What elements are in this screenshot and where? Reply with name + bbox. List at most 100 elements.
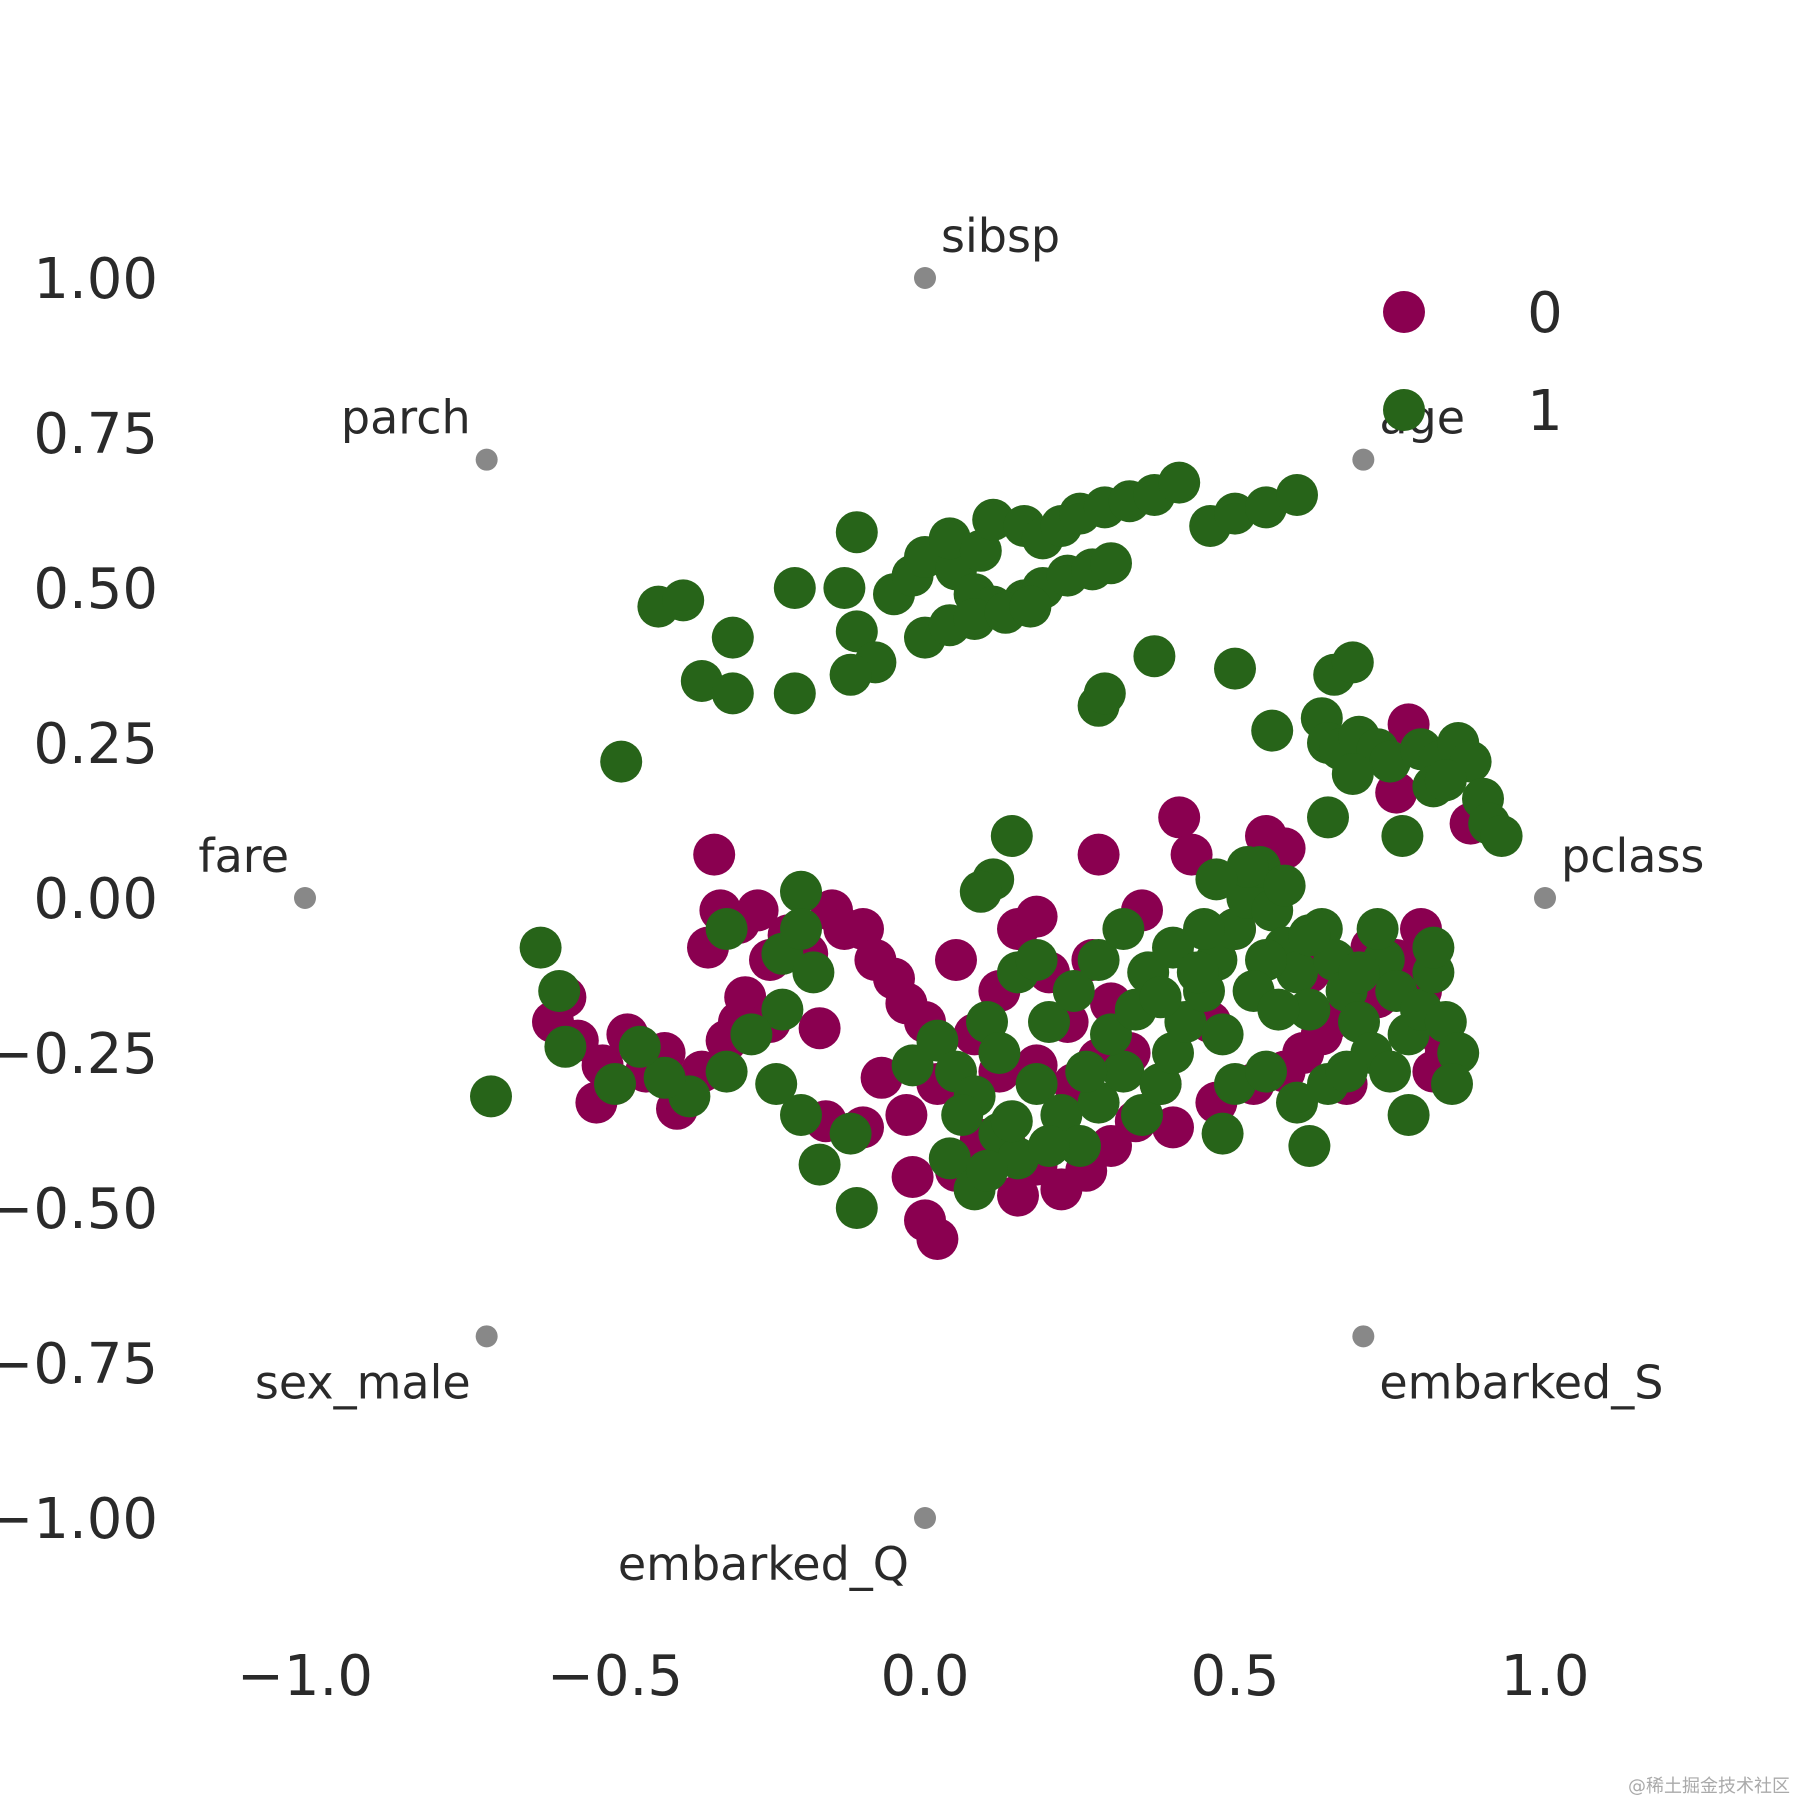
data-point-class-1: [711, 616, 754, 659]
data-point-class-1: [1139, 976, 1182, 1019]
data-point-class-1: [755, 1063, 798, 1105]
data-point-class-1: [1480, 815, 1523, 857]
data-point-class-1: [1276, 1081, 1318, 1124]
data-point-class-1: [705, 1050, 748, 1093]
data-point-class-1: [618, 1025, 661, 1068]
watermark: @稀土掘金技术社区: [1628, 1776, 1790, 1797]
data-point-class-1: [1251, 709, 1294, 752]
data-point-class-0: [916, 1218, 959, 1260]
data-point-class-1: [1288, 1125, 1331, 1167]
anchor-label: sibsp: [941, 209, 1060, 263]
data-point-class-1: [470, 1075, 512, 1118]
data-point-class-1: [594, 1063, 636, 1105]
data-point-class-1: [780, 908, 822, 950]
data-point-class-1: [835, 610, 878, 653]
anchor-point: [294, 887, 316, 909]
data-point-class-1: [1059, 1125, 1101, 1167]
data-point-class-1: [1077, 939, 1120, 981]
data-point-class-1: [835, 1187, 878, 1229]
data-point-class-1: [1201, 1112, 1244, 1155]
data-point-class-1: [792, 951, 835, 994]
data-point-class-0: [997, 1174, 1039, 1217]
data-point-class-1: [600, 740, 643, 783]
data-point-class-0: [1015, 895, 1058, 938]
y-tick-label: 0.75: [33, 402, 158, 467]
anchor-point: [914, 267, 936, 289]
anchor-point: [475, 1325, 498, 1348]
data-point-class-1: [1052, 970, 1095, 1012]
data-point-class-1: [1183, 908, 1225, 950]
anchor-label: sex_male: [255, 1355, 471, 1409]
data-point-class-1: [823, 567, 866, 609]
data-point-class-1: [916, 1019, 959, 1062]
data-point-class-1: [780, 870, 822, 913]
data-point-class-1: [1065, 1050, 1108, 1093]
anchor-label: fare: [198, 829, 289, 883]
data-point-class-1: [1257, 988, 1300, 1031]
data-point-class-1: [1121, 1094, 1163, 1136]
data-point-class-1: [1412, 926, 1455, 969]
data-point-class-1: [1369, 1050, 1411, 1093]
data-point-class-1: [829, 1112, 872, 1155]
data-point-class-1: [1102, 908, 1145, 950]
data-point-class-1: [1288, 914, 1331, 957]
x-tick-label: 0.5: [1190, 1644, 1279, 1709]
data-point-class-1: [1090, 542, 1132, 585]
data-point-class-1: [1201, 1013, 1244, 1056]
anchor-label: embarked_Q: [618, 1537, 909, 1591]
data-point-class-0: [1158, 796, 1201, 839]
data-point-class-0: [798, 1007, 841, 1050]
legend-label: 1: [1527, 379, 1563, 444]
data-point-class-0: [935, 939, 977, 981]
anchor-point: [1352, 1325, 1375, 1348]
data-point-class-1: [959, 870, 1002, 913]
data-point-class-1: [1288, 988, 1331, 1031]
data-point-class-1: [1133, 635, 1176, 678]
data-point-class-1: [1015, 1063, 1058, 1105]
data-point-class-1: [780, 1094, 822, 1136]
y-tick-label: −0.50: [0, 1177, 158, 1242]
data-point-class-1: [928, 1137, 971, 1180]
data-point-class-0: [885, 1094, 928, 1136]
data-point-class-1: [1245, 1050, 1287, 1093]
data-point-class-1: [519, 926, 562, 969]
data-point-class-1: [544, 1025, 587, 1068]
y-tick-label: −0.75: [0, 1332, 158, 1397]
data-point-class-1: [1387, 1094, 1430, 1136]
data-point-class-0: [693, 833, 736, 876]
data-point-class-1: [1331, 641, 1374, 684]
anchor-label: parch: [341, 391, 471, 445]
data-point-class-1: [1028, 1125, 1070, 1167]
data-point-class-1: [538, 970, 581, 1012]
data-point-class-1: [711, 672, 754, 715]
data-point-class-1: [643, 1056, 686, 1099]
data-point-class-1: [829, 653, 872, 696]
x-tick-label: −0.5: [547, 1644, 683, 1709]
anchor-point: [475, 448, 498, 471]
data-point-class-1: [1331, 753, 1374, 795]
y-tick-label: −1.00: [0, 1487, 158, 1552]
data-point-class-1: [990, 1100, 1033, 1143]
legend-marker: [1383, 291, 1425, 333]
data-point-class-1: [730, 1013, 773, 1056]
data-points: [470, 461, 1523, 1260]
x-tick-label: 0.0: [880, 1644, 969, 1709]
data-point-class-1: [1028, 1001, 1070, 1043]
x-axis-ticks: −1.0 −0.5 0.0 0.5 1.0: [237, 1644, 1590, 1709]
data-point-class-1: [798, 1143, 841, 1186]
legend-marker: [1383, 389, 1425, 431]
x-tick-label: −1.0: [237, 1644, 373, 1709]
y-axis-ticks: 1.00 0.75 0.50 0.25 0.00 −0.25 −0.50 −0.75 −1.00: [0, 247, 158, 1552]
data-point-class-1: [1176, 951, 1219, 994]
data-point-class-1: [966, 1149, 1008, 1192]
data-point-class-1: [835, 511, 878, 554]
data-point-class-1: [1338, 951, 1380, 994]
legend: 01: [1383, 281, 1563, 444]
data-point-class-1: [1381, 815, 1424, 857]
anchor-label: pclass: [1561, 829, 1704, 883]
y-tick-label: 0.25: [33, 712, 158, 777]
data-point-class-1: [662, 579, 705, 622]
anchor-point: [914, 1507, 936, 1529]
y-tick-label: 0.00: [33, 867, 158, 932]
